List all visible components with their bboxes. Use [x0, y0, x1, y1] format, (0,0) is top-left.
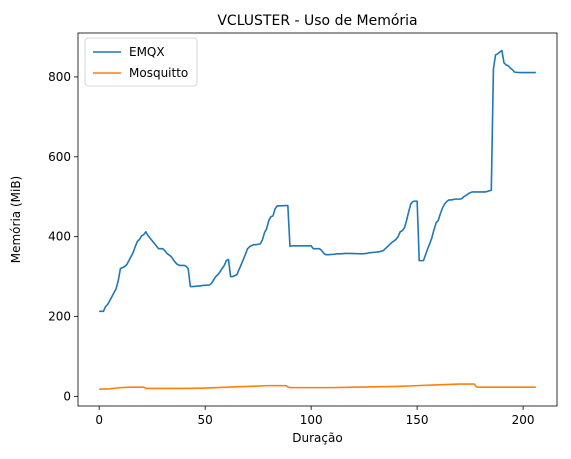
x-tick-label: 100: [300, 413, 323, 427]
series-line-emqx: [99, 49, 536, 313]
legend: EMQX Mosquitto: [84, 37, 198, 87]
x-tick-label: 200: [512, 413, 535, 427]
plot-lines: [99, 49, 536, 391]
y-tick-label: 600: [48, 150, 71, 164]
x-axis-label: Duração: [292, 431, 342, 445]
series-line-mosquitto: [99, 383, 536, 391]
plot-frame: [77, 32, 558, 407]
x-tick-label: 150: [406, 413, 429, 427]
legend-label-emqx: EMQX: [129, 45, 165, 59]
legend-box: [84, 37, 198, 87]
y-axis-label: Memória (MiB): [9, 176, 23, 264]
y-tick-label: 400: [48, 230, 71, 244]
y-axis-ticks: 0 200 400 600 800: [48, 70, 78, 403]
y-tick-label: 200: [48, 310, 71, 324]
x-tick-label: 0: [95, 413, 103, 427]
chart-title: VCLUSTER - Uso de Memória: [217, 13, 417, 29]
y-tick-label: 0: [63, 389, 71, 403]
x-axis-ticks: 0 50 100 150 200: [95, 406, 535, 427]
x-tick-label: 50: [198, 413, 213, 427]
legend-label-mosquitto: Mosquitto: [129, 66, 188, 80]
y-tick-label: 800: [48, 70, 71, 84]
